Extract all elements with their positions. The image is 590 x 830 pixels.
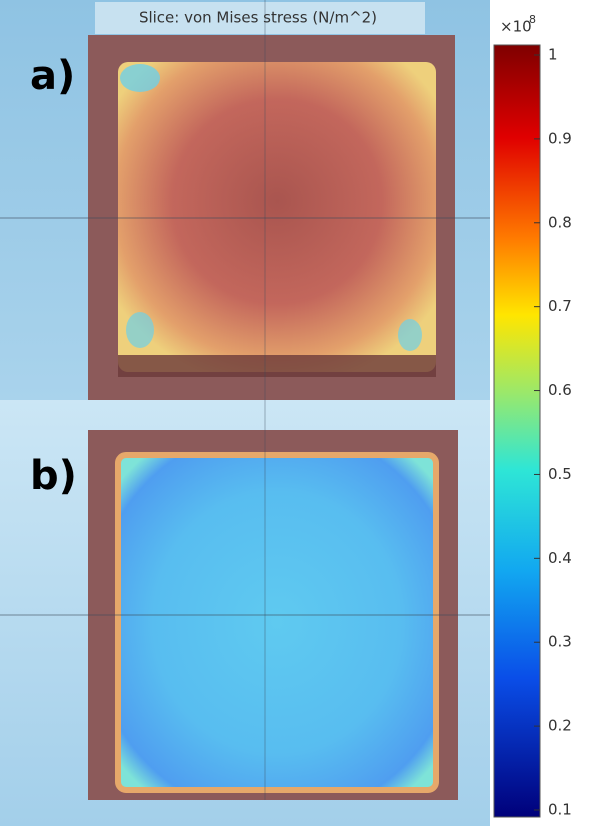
edge: [118, 355, 436, 377]
tick-label: 0.9: [548, 129, 572, 147]
panel-label: a): [30, 53, 75, 99]
stress-field: [115, 452, 439, 793]
hotspot: [126, 312, 154, 348]
tick-label: 0.2: [548, 717, 572, 735]
hotspot: [120, 64, 160, 92]
title: Slice: von Mises stress (N/m^2): [139, 9, 377, 27]
tick-label: 0.6: [548, 381, 572, 399]
colorbar-exponent: 8: [529, 13, 536, 26]
tick-label: 0.4: [548, 549, 572, 567]
hotspot: [398, 319, 422, 351]
tick-label: 0.1: [548, 801, 572, 819]
panel-label: b): [30, 453, 77, 499]
colorbar: [493, 44, 541, 818]
title-box: [95, 2, 425, 34]
stress-field: [118, 62, 436, 372]
tick-label: 1: [548, 46, 558, 64]
tick-label: 0.3: [548, 633, 572, 651]
tick-label: 0.8: [548, 213, 572, 231]
tick-label: 0.5: [548, 465, 572, 483]
tick-label: 0.7: [548, 297, 572, 315]
colorbar-multiplier: ×10: [500, 18, 532, 36]
